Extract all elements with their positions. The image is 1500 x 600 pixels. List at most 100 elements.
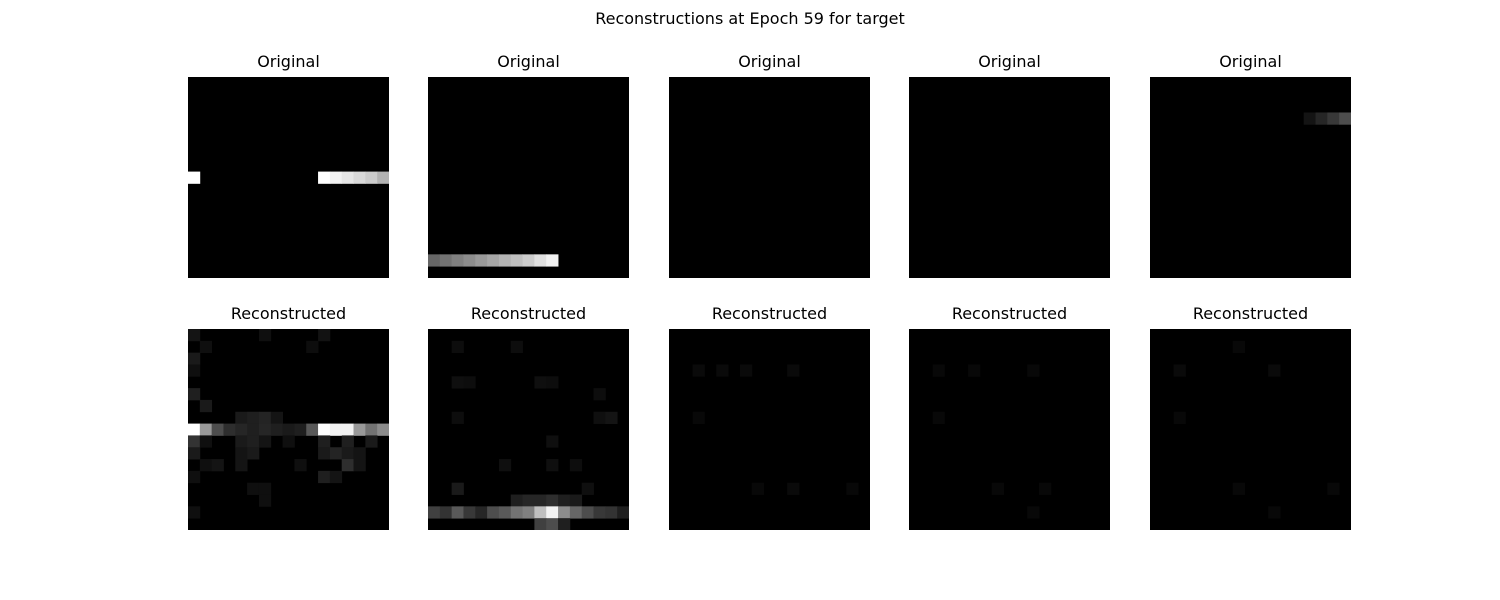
- heatmap-image: [428, 329, 629, 530]
- heatmap-cell: [451, 376, 464, 389]
- heatmap-cell: [235, 423, 248, 436]
- heatmap-cell: [475, 506, 488, 519]
- heatmap-svg: [669, 77, 870, 278]
- heatmap-cell: [1303, 112, 1316, 125]
- panel-title: Original: [257, 52, 320, 71]
- heatmap-cell: [751, 482, 764, 495]
- heatmap-cell: [365, 171, 378, 184]
- heatmap-cell: [498, 254, 512, 267]
- heatmap-cell: [247, 482, 260, 495]
- heatmap-cell: [593, 506, 606, 519]
- heatmap-cell: [318, 435, 331, 448]
- heatmap-cell: [188, 470, 201, 484]
- heatmap-cell: [451, 482, 464, 495]
- panel-title: Original: [1219, 52, 1282, 71]
- heatmap-cell: [487, 254, 500, 267]
- heatmap-cell: [258, 435, 272, 448]
- heatmap-cell: [451, 411, 464, 424]
- heatmap-cell: [558, 506, 571, 519]
- heatmap-cell: [258, 423, 272, 436]
- heatmap-cell: [377, 423, 389, 436]
- heatmap-cell: [1339, 112, 1351, 125]
- heatmap-cell: [282, 423, 295, 436]
- heatmap-cell: [211, 459, 224, 472]
- heatmap-cell: [188, 447, 201, 460]
- heatmap-cell: [498, 506, 512, 519]
- heatmap-cell: [247, 411, 260, 424]
- heatmap-cell: [318, 447, 331, 460]
- heatmap-image: [188, 77, 389, 278]
- heatmap-cell: [569, 506, 583, 519]
- heatmap-cell: [546, 459, 559, 472]
- heatmap-cell: [1232, 340, 1245, 354]
- heatmap-cell: [510, 494, 523, 507]
- panel-title: Reconstructed: [230, 304, 347, 323]
- heatmap-background: [669, 77, 870, 278]
- heatmap-cell: [558, 518, 571, 530]
- heatmap-background: [1150, 329, 1351, 530]
- heatmap-cell: [968, 364, 981, 377]
- heatmap-cell: [463, 506, 476, 519]
- panel-title: Reconstructed: [951, 304, 1068, 323]
- heatmap-cell: [247, 435, 260, 448]
- heatmap-cell: [581, 482, 594, 495]
- heatmap-cell: [199, 459, 213, 472]
- heatmap-cell: [247, 423, 260, 436]
- heatmap-cell: [739, 364, 753, 377]
- heatmap-cell: [428, 506, 441, 519]
- heatmap-cell: [991, 482, 1004, 495]
- heatmap-cell: [235, 411, 248, 424]
- panel-title: Reconstructed: [470, 304, 587, 323]
- heatmap-cell: [270, 411, 283, 424]
- heatmap-cell: [522, 506, 535, 519]
- heatmap-cell: [199, 340, 213, 354]
- heatmap-svg: [428, 77, 629, 278]
- heatmap-image: [188, 329, 389, 530]
- heatmap-cell: [258, 494, 272, 507]
- heatmap-cell: [353, 171, 366, 184]
- heatmap-cell: [617, 506, 629, 519]
- heatmap-cell: [1027, 364, 1040, 377]
- heatmap-cell: [199, 399, 213, 413]
- heatmap-cell: [510, 340, 523, 354]
- heatmap-cell: [463, 254, 476, 267]
- heatmap-cell: [451, 340, 464, 354]
- heatmap-cell: [1027, 506, 1040, 519]
- heatmap-svg: [188, 329, 389, 530]
- heatmap-cell: [341, 459, 354, 472]
- heatmap-cell: [522, 254, 535, 267]
- heatmap-cell: [329, 171, 343, 184]
- heatmap-cell: [534, 494, 547, 507]
- heatmap-cell: [1327, 482, 1340, 495]
- heatmap-cell: [188, 506, 201, 519]
- heatmap-cell: [534, 518, 547, 530]
- heatmap-cell: [353, 459, 366, 472]
- heatmap-cell: [1268, 364, 1281, 377]
- heatmap-svg: [909, 329, 1110, 530]
- heatmap-image: [428, 77, 629, 278]
- heatmap-cell: [1232, 482, 1245, 495]
- heatmap-image: [669, 329, 870, 530]
- heatmap-cell: [329, 423, 343, 436]
- heatmap-cell: [282, 435, 295, 448]
- heatmap-cell: [522, 494, 535, 507]
- heatmap-cell: [605, 411, 618, 424]
- heatmap-cell: [428, 254, 441, 267]
- heatmap-cell: [593, 411, 606, 424]
- heatmap-cell: [318, 470, 331, 484]
- heatmap-cell: [188, 423, 201, 436]
- heatmap-cell: [341, 435, 354, 448]
- heatmap-cell: [787, 482, 800, 495]
- heatmap-background: [909, 77, 1110, 278]
- heatmap-cell: [716, 364, 729, 377]
- heatmap-cell: [1268, 506, 1281, 519]
- heatmap-svg: [1150, 329, 1351, 530]
- heatmap-cell: [546, 254, 559, 267]
- figure-title: Reconstructions at Epoch 59 for target: [595, 9, 905, 28]
- heatmap-cell: [605, 506, 618, 519]
- heatmap-cell: [235, 435, 248, 448]
- panel-title: Reconstructed: [1192, 304, 1309, 323]
- heatmap-cell: [692, 411, 705, 424]
- heatmap-cell: [188, 435, 201, 448]
- heatmap-cell: [487, 506, 500, 519]
